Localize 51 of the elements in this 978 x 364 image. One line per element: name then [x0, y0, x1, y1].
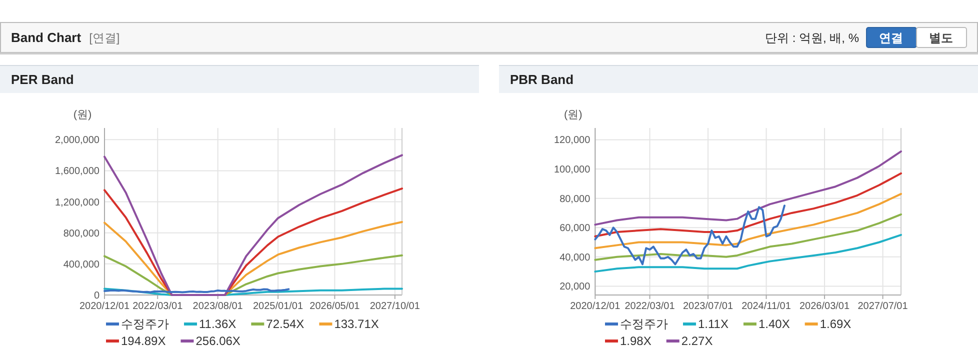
- legend-label: 수정주가: [620, 317, 668, 331]
- y-tick-label: 40,000: [560, 252, 591, 264]
- y-tick-label: 800,000: [63, 228, 100, 240]
- y-tick-label: 2,000,000: [55, 135, 100, 146]
- y-tick-label: 120,000: [554, 135, 591, 146]
- line-series: [594, 213, 902, 261]
- y-tick-label: 0: [94, 290, 100, 302]
- y-tick-label: 60,000: [560, 223, 591, 234]
- legend-label: 2.27X: [681, 334, 713, 348]
- legend-label: 11.36X: [199, 317, 236, 331]
- x-tick-label: 2024/11/01: [742, 301, 792, 312]
- x-tick-label: 2025/01/01: [253, 301, 304, 312]
- text: [연결]: [89, 31, 120, 45]
- legend-label: 133.71X: [334, 317, 379, 331]
- y-axis-title: (원): [73, 109, 92, 121]
- legend-label: 수정주가: [121, 317, 169, 331]
- y-axis-title: (원): [564, 109, 582, 121]
- line-series: [594, 172, 902, 238]
- line-series: [594, 150, 902, 226]
- x-tick-label: 2020/12/01: [570, 301, 621, 312]
- y-tick-label: 80,000: [560, 194, 591, 205]
- legend-label: 194.89X: [121, 334, 166, 348]
- x-tick-label: 2027/07/01: [858, 301, 908, 312]
- text: 연결: [879, 31, 903, 45]
- legend-label: 1.69X: [820, 317, 852, 331]
- y-tick-label: 100,000: [554, 164, 591, 176]
- x-tick-label: 2022/03/01: [624, 301, 676, 312]
- text: Band Chart: [11, 30, 82, 45]
- x-tick-label: 2020/12/01: [79, 301, 130, 312]
- chart-title: PBR Band: [510, 72, 574, 87]
- text: 단위 : 억원, 배, %: [764, 31, 860, 45]
- x-tick-label: 2023/08/01: [192, 301, 244, 312]
- legend-label: 256.06X: [196, 334, 240, 348]
- x-tick-label: 2026/03/01: [800, 301, 850, 312]
- legend-label: 1.40X: [758, 317, 790, 331]
- y-tick-label: 1,600,000: [55, 166, 100, 178]
- y-tick-label: 20,000: [560, 282, 591, 293]
- y-tick-label: 1,200,000: [55, 197, 100, 208]
- legend-label: 1.98X: [620, 334, 652, 348]
- x-tick-label: 2026/05/01: [310, 301, 360, 312]
- line-series: [594, 204, 786, 266]
- x-tick-label: 2027/10/01: [370, 301, 420, 312]
- x-tick-label: 2022/03/01: [132, 301, 184, 312]
- line-series: [594, 234, 902, 273]
- legend-label: 72.54X: [266, 317, 304, 331]
- x-tick-label: 2023/07/01: [682, 301, 734, 312]
- text: 별도: [929, 31, 953, 45]
- legend-label: 1.11X: [698, 317, 728, 331]
- y-tick-label: 400,000: [63, 259, 100, 270]
- chart-title: PER Band: [11, 72, 74, 87]
- line-series: [594, 192, 902, 250]
